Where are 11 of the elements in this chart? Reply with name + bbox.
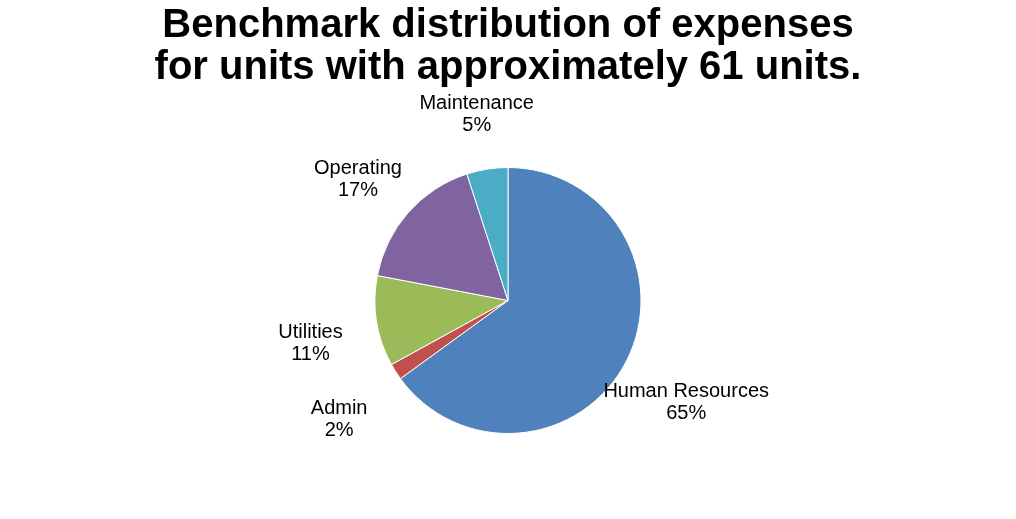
data-label: 65%: [666, 401, 707, 424]
slice-label: Maintenance: [419, 90, 534, 113]
slice-label: Human Resources: [603, 379, 770, 402]
data-label: 5%: [462, 112, 492, 135]
data-label: 11%: [291, 341, 330, 364]
slice-label: Admin: [310, 395, 368, 418]
chart-title: Benchmark distribution of expenses for units with approximately 61 units.: [154, 1, 862, 87]
data-label: 17%: [337, 178, 379, 201]
slice-label: Operating: [314, 156, 402, 179]
slice-label: Utilities: [278, 319, 343, 342]
data-label: 2%: [324, 417, 354, 440]
